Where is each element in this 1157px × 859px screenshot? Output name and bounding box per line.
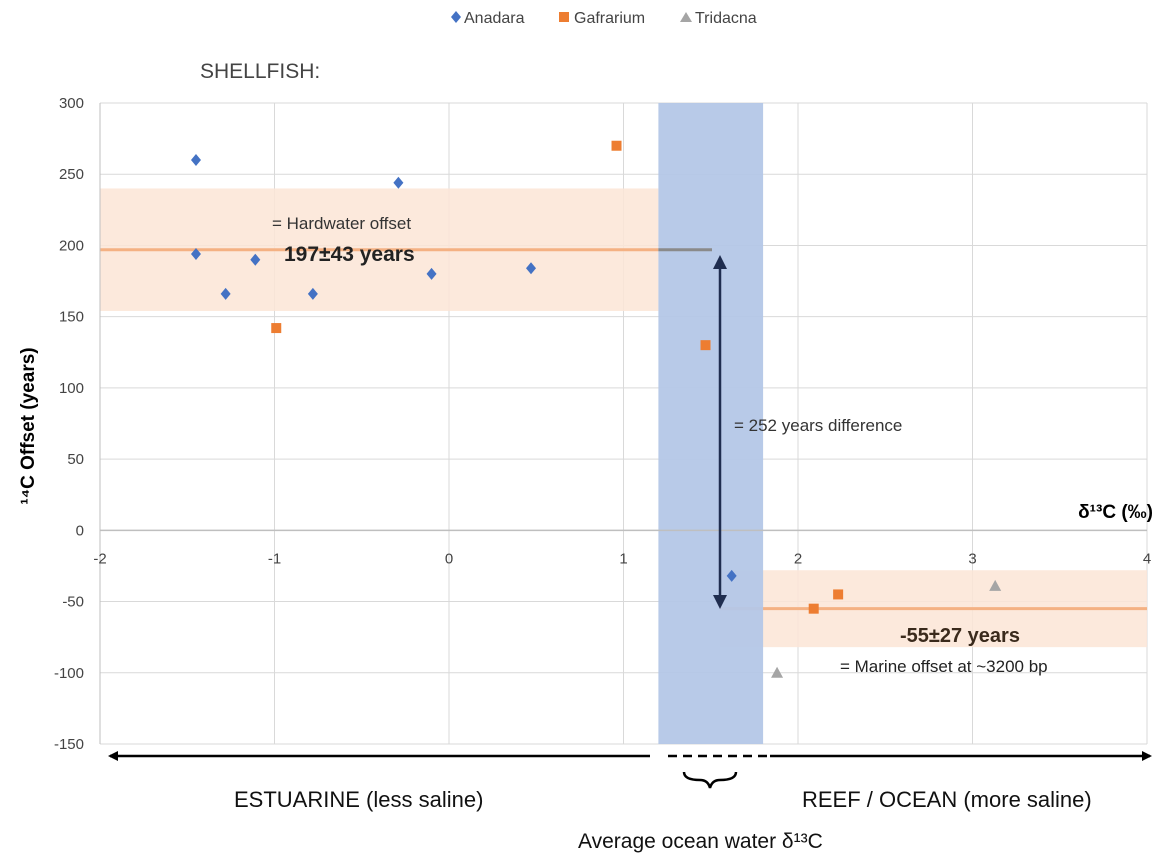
- estuarine-label: ESTUARINE (less saline): [234, 787, 483, 812]
- point-gafrarium: [271, 323, 282, 334]
- y-tick-label: 50: [67, 451, 84, 468]
- x-tick-label: 2: [794, 550, 802, 567]
- legend: Anadara Gafrarium Tridacna: [451, 10, 757, 27]
- point-gafrarium: [700, 340, 711, 351]
- y-tick-label: 150: [59, 309, 84, 326]
- y-tick-label: 300: [59, 95, 84, 112]
- x-tick-label: 3: [968, 550, 976, 567]
- ocean-band: [658, 103, 764, 744]
- point-tridacna: [771, 666, 784, 678]
- point-gafrarium: [611, 140, 622, 151]
- legend-marker-gafrarium: [559, 12, 569, 22]
- legend-label-anadara: Anadara: [464, 10, 525, 27]
- x-axis-label: δ¹³C (‰): [1078, 502, 1153, 523]
- data-points: [190, 140, 1002, 678]
- y-tick-label: 250: [59, 166, 84, 183]
- hardwater-label: = Hardwater offset: [272, 214, 411, 233]
- tick-labels: 300 250 200 150 100 50 0 -50 -100 -150 -2 -1 0 1 2 3 4: [54, 95, 1151, 753]
- point-gafrarium: [808, 603, 819, 614]
- shellfish-label: SHELLFISH:: [200, 60, 320, 83]
- point-anadara: [190, 247, 201, 260]
- ocean-average-brace: [682, 771, 738, 789]
- point-anadara: [250, 253, 261, 266]
- x-tick-label: 4: [1143, 550, 1151, 567]
- x-tick-label: -1: [268, 550, 281, 567]
- bands: [100, 103, 1147, 744]
- reef-label: REEF / OCEAN (more saline): [802, 787, 1092, 812]
- y-axis-label: ¹⁴C Offset (years): [18, 347, 39, 504]
- x-tick-label: 0: [445, 550, 453, 567]
- point-anadara: [190, 153, 201, 166]
- y-tick-label: -150: [54, 736, 84, 753]
- difference-label: = 252 years difference: [734, 416, 902, 435]
- ocean-average-label: Average ocean water δ¹³C: [578, 830, 823, 853]
- y-tick-label: 0: [76, 522, 84, 539]
- y-tick-label: -100: [54, 665, 84, 682]
- point-gafrarium: [833, 589, 844, 600]
- point-anadara: [220, 287, 231, 300]
- point-anadara: [726, 569, 737, 582]
- point-anadara: [526, 262, 537, 275]
- marine-value: -55±27 years: [900, 625, 1020, 647]
- legend-label-gafrarium: Gafrarium: [574, 10, 645, 27]
- x-tick-label: 1: [619, 550, 627, 567]
- hardwater-value: 197±43 years: [284, 243, 415, 266]
- axes: [99, 103, 1147, 744]
- y-tick-label: 100: [59, 380, 84, 397]
- point-anadara: [307, 287, 318, 300]
- y-tick-label: -50: [62, 594, 84, 611]
- legend-label-tridacna: Tridacna: [695, 10, 757, 27]
- point-tridacna: [989, 579, 1002, 591]
- point-anadara: [393, 176, 404, 189]
- legend-marker-anadara: [451, 11, 461, 23]
- x-tick-label: -2: [93, 550, 106, 567]
- legend-marker-tridacna: [680, 12, 692, 22]
- y-tick-label: 200: [59, 237, 84, 254]
- point-anadara: [426, 267, 437, 280]
- marine-label: = Marine offset at ~3200 bp: [840, 657, 1048, 676]
